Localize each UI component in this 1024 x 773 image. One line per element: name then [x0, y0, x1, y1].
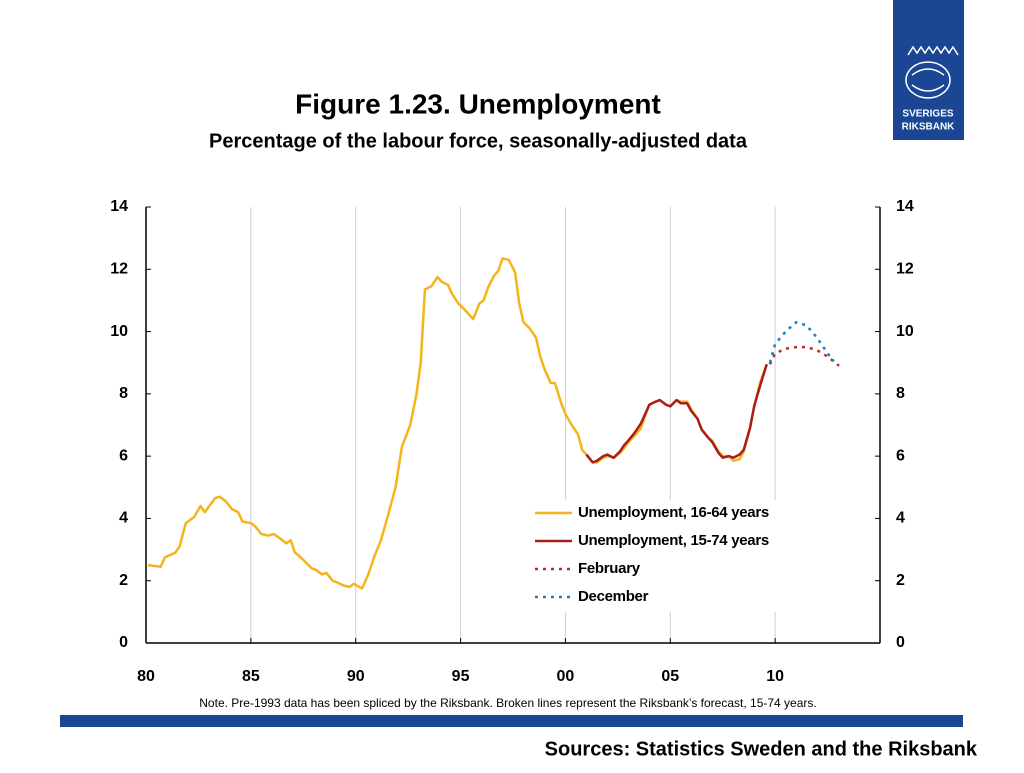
- x-tick-label: 10: [766, 668, 784, 685]
- y-tick-label: 0: [119, 634, 128, 651]
- source: Sources: Statistics Sweden and the Riksb…: [545, 738, 978, 760]
- y-tick-label: 12: [110, 261, 128, 278]
- legend-box: [525, 500, 815, 612]
- logo-emblem: [905, 45, 959, 99]
- y2-tick-label: 8: [896, 385, 905, 402]
- x-tick-label: 05: [661, 668, 679, 685]
- chart-subtitle: Percentage of the labour force, seasonal…: [209, 130, 748, 152]
- logo-background: [893, 0, 964, 140]
- y-tick-label: 4: [119, 510, 128, 527]
- logo-text: SVERIGES: [902, 109, 953, 120]
- y2-tick-label: 12: [896, 261, 914, 278]
- y2-tick-label: 6: [896, 447, 905, 464]
- plot-area: 80 85 90 95 00 05 10 0 2 4 6 8 10 12 14 0 2 4 6 8 10 12 14 Unem…: [110, 198, 914, 685]
- x-tick-label: 85: [242, 668, 260, 685]
- y-tick-label: 8: [119, 385, 128, 402]
- x-tick-label: 80: [137, 668, 155, 685]
- y-tick-label: 6: [119, 447, 128, 464]
- y-tick-label: 14: [110, 198, 128, 215]
- legend-label: February: [578, 560, 641, 577]
- series-line: [768, 320, 835, 364]
- y-tick-label: 10: [110, 323, 128, 340]
- y2-tick-label: 4: [896, 510, 905, 527]
- y-tick-label: 2: [119, 572, 128, 589]
- legend-label: Unemployment, 16-64 years: [578, 504, 769, 521]
- legend-label: Unemployment, 15-74 years: [578, 532, 769, 549]
- divider-bar: [60, 715, 963, 727]
- x-tick-label: 95: [452, 668, 470, 685]
- y2-tick-label: 10: [896, 323, 914, 340]
- note: Note. Pre-1993 data has been spliced by …: [199, 696, 816, 710]
- y2-tick-label: 2: [896, 572, 905, 589]
- chart-title: Figure 1.23. Unemployment: [295, 88, 661, 119]
- logo-text: RIKSBANK: [902, 122, 956, 133]
- x-tick-label: 00: [557, 668, 575, 685]
- series-line: [585, 363, 768, 464]
- y2-tick-label: 14: [896, 198, 914, 215]
- x-tick-label: 90: [347, 668, 365, 685]
- y2-tick-label: 0: [896, 634, 905, 651]
- series-line: [768, 345, 840, 367]
- legend-label: December: [578, 588, 649, 605]
